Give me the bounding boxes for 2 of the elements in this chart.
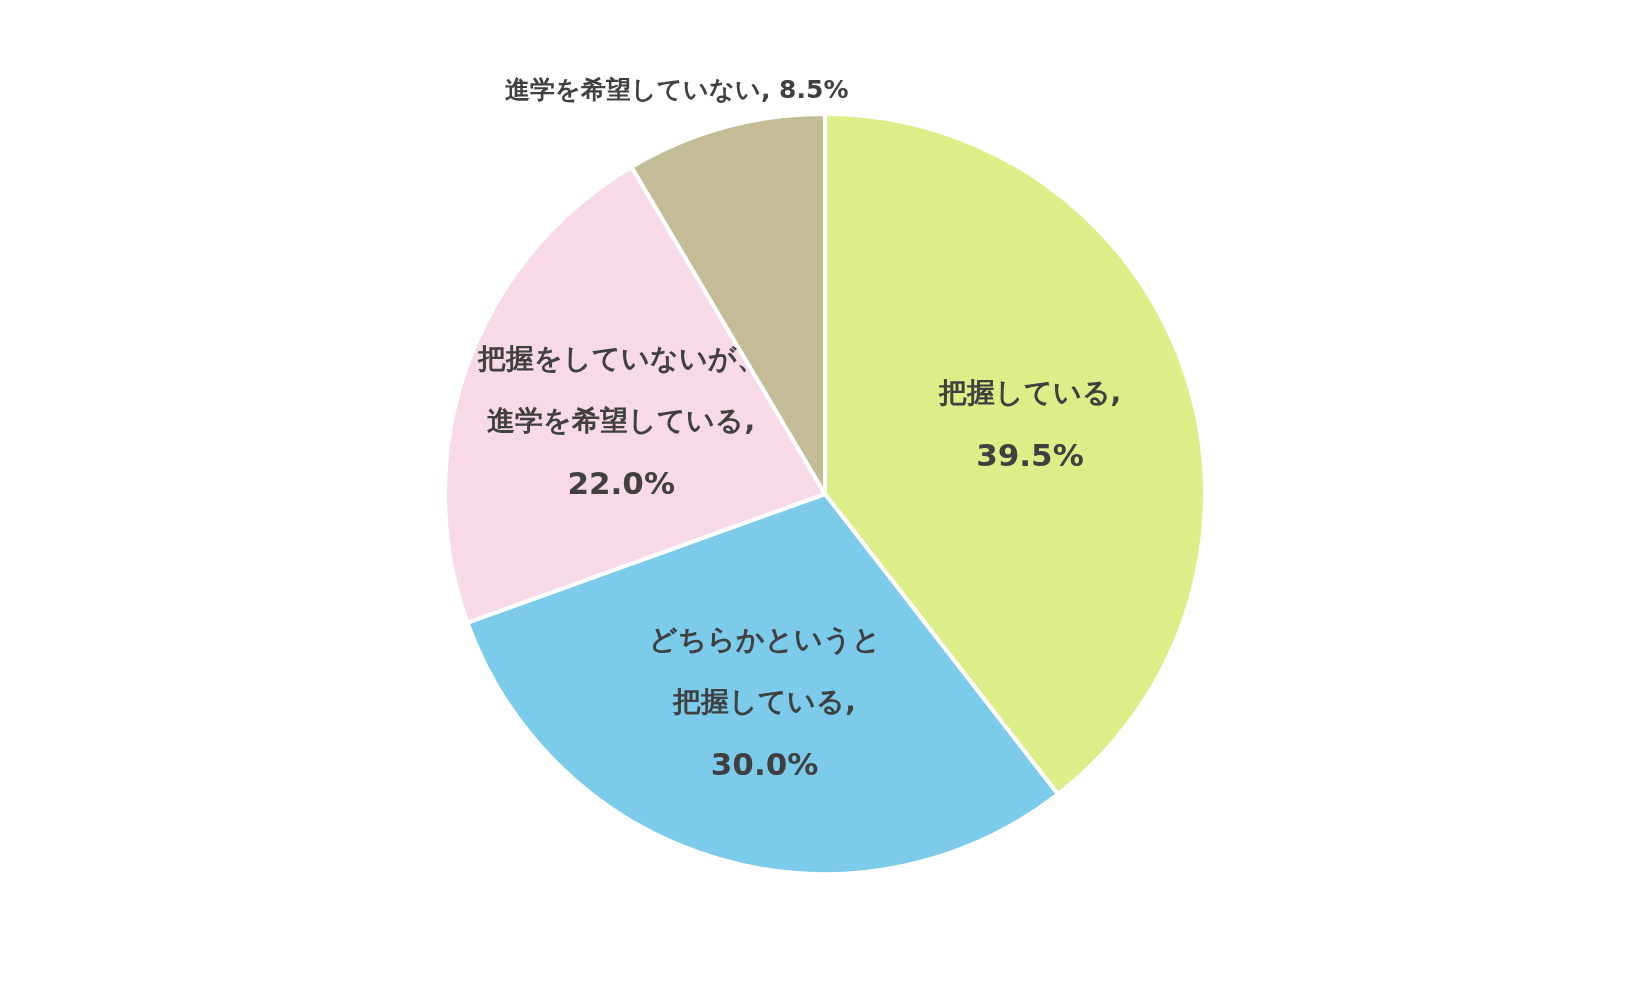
slice-label: 進学を希望していない, 8.5% [504,75,849,105]
slice-label: 把握している [938,375,1111,409]
